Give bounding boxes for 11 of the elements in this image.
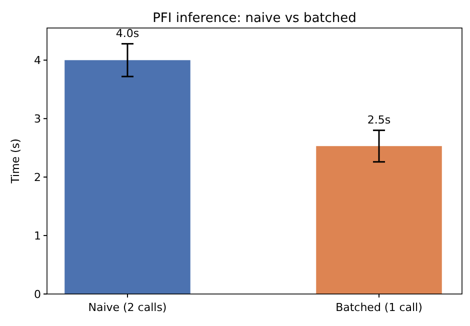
y-tick-label: 1 bbox=[34, 229, 41, 242]
data-label: 4.0s bbox=[116, 26, 140, 40]
y-tick-label: 2 bbox=[34, 170, 41, 184]
y-tick-label: 3 bbox=[34, 112, 41, 126]
x-tick-label: Batched (1 call) bbox=[336, 301, 422, 314]
x-tick-label: Naive (2 calls) bbox=[88, 301, 167, 314]
y-axis-title: Time (s) bbox=[9, 138, 22, 184]
chart-title: PFI inference: naive vs batched bbox=[152, 11, 356, 26]
y-tick-label: 4 bbox=[34, 54, 41, 68]
data-label: 2.5s bbox=[367, 113, 391, 126]
y-tick-label: 0 bbox=[34, 288, 41, 301]
